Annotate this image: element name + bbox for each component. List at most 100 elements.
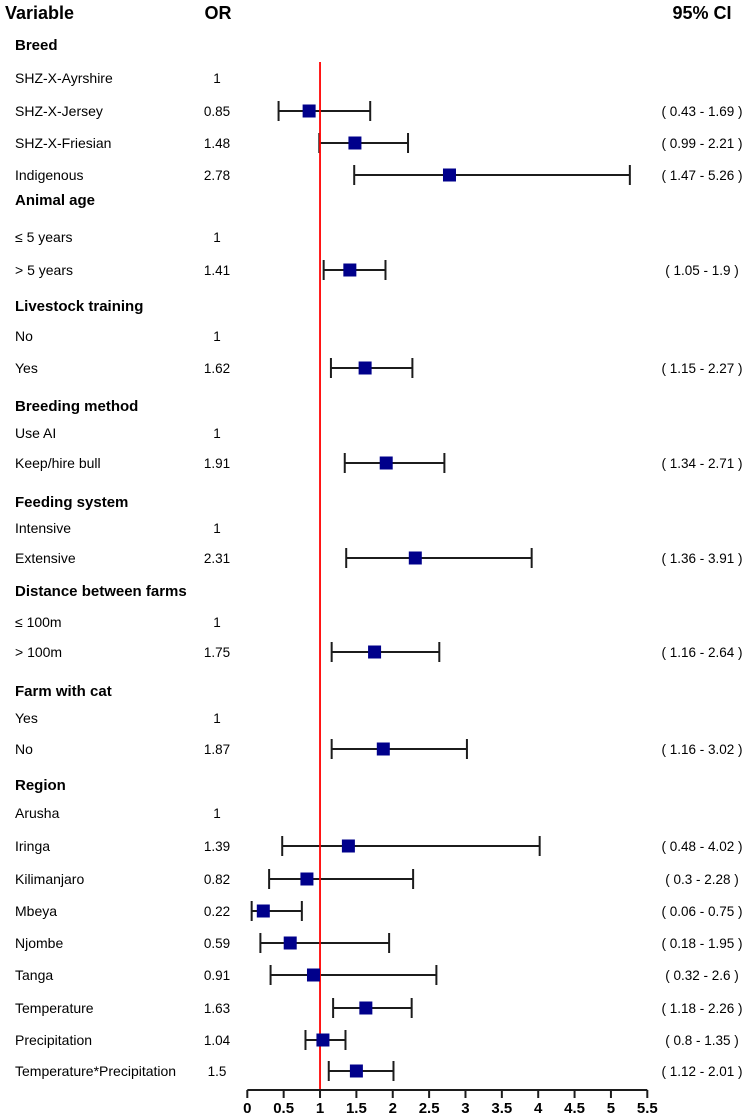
or-value: 2.31 [203, 551, 231, 566]
x-axis-tick-label: 3 [461, 1100, 469, 1117]
or-value: 1.75 [203, 645, 231, 660]
or-marker [256, 904, 270, 918]
group-label: Feeding system [15, 494, 129, 511]
ci-text: ( 0.3 - 2.28 ) [665, 872, 739, 887]
or-marker [408, 551, 422, 565]
group-label: Farm with cat [15, 683, 112, 700]
variable-label: Extensive [15, 550, 76, 566]
or-value: 0.82 [203, 872, 231, 887]
or-value: 1.91 [203, 456, 231, 471]
variable-label: ≤ 100m [15, 614, 62, 630]
ci-text: ( 0.99 - 2.21 ) [661, 136, 743, 151]
x-axis-tick-label: 1 [316, 1100, 324, 1117]
or-value: 1 [213, 329, 221, 344]
ci-text: ( 0.43 - 1.69 ) [661, 104, 743, 119]
or-value: 1.62 [203, 361, 231, 376]
x-axis-tick-label: 5 [607, 1100, 615, 1117]
or-value: 1.48 [203, 136, 231, 151]
variable-label: > 5 years [15, 262, 73, 278]
column-header-or: OR [204, 3, 232, 23]
group-label: Distance between farms [15, 583, 187, 600]
ci-text: ( 0.32 - 2.6 ) [665, 968, 739, 983]
ci-text: ( 0.48 - 4.02 ) [661, 839, 743, 854]
or-value: 1 [213, 71, 221, 86]
x-axis-tick-label: 3.5 [491, 1100, 512, 1117]
column-header-ci: 95% CI [672, 3, 732, 23]
or-marker [348, 136, 362, 150]
group-label: Livestock training [15, 298, 144, 315]
x-axis-tick-label: 2 [389, 1100, 397, 1117]
x-axis-tick-label: 1.5 [346, 1100, 367, 1117]
or-marker [349, 1064, 363, 1078]
variable-label: Intensive [15, 520, 72, 536]
variable-label: SHZ-X-Friesian [15, 135, 112, 151]
or-value: 1 [213, 521, 221, 536]
or-marker [358, 361, 372, 375]
variable-label: > 100m [15, 644, 63, 660]
or-value: 1 [213, 711, 221, 726]
x-axis-tick-label: 0 [243, 1100, 251, 1117]
variable-label: No [15, 741, 33, 757]
or-value: 1 [213, 426, 221, 441]
variable-label: Keep/hire bull [15, 455, 101, 471]
or-marker [302, 104, 316, 118]
x-axis-tick-label: 2.5 [419, 1100, 440, 1117]
group-label: Region [15, 777, 66, 794]
or-value: 0.22 [203, 904, 231, 919]
variable-label: Tanga [15, 967, 54, 983]
variable-label: Indigenous [15, 167, 84, 183]
or-value: 1.5 [207, 1064, 227, 1079]
variable-label: No [15, 328, 33, 344]
variable-label: SHZ-X-Jersey [15, 103, 103, 119]
variable-label: Arusha [15, 805, 60, 821]
ci-text: ( 1.47 - 5.26 ) [661, 168, 743, 183]
ci-text: ( 0.18 - 1.95 ) [661, 936, 743, 951]
ci-text: ( 1.12 - 2.01 ) [661, 1064, 743, 1079]
variable-label: ≤ 5 years [15, 229, 73, 245]
variable-label: Njombe [15, 935, 64, 951]
variable-label: Use AI [15, 425, 57, 441]
variable-label: Precipitation [15, 1032, 93, 1048]
variable-label: Iringa [15, 838, 51, 854]
or-marker [300, 872, 314, 886]
ci-text: ( 1.15 - 2.27 ) [661, 361, 743, 376]
x-axis-tick-label: 5.5 [637, 1100, 658, 1117]
or-marker [379, 456, 393, 470]
variable-label: Yes [15, 710, 38, 726]
variable-label: Mbeya [15, 903, 58, 919]
ci-text: ( 0.8 - 1.35 ) [665, 1033, 739, 1048]
or-value: 1.63 [203, 1001, 231, 1016]
x-axis-tick-label: 4.5 [564, 1100, 585, 1117]
or-value: 1.41 [203, 263, 231, 278]
or-value: 0.91 [203, 968, 231, 983]
ci-text: ( 1.16 - 3.02 ) [661, 742, 743, 757]
or-marker [306, 968, 320, 982]
x-axis-tick-label: 0.5 [273, 1100, 294, 1117]
or-marker [316, 1033, 330, 1047]
or-marker [368, 645, 382, 659]
or-value: 0.85 [203, 104, 231, 119]
ci-text: ( 1.36 - 3.91 ) [661, 551, 743, 566]
or-marker [359, 1001, 373, 1015]
ci-text: ( 0.06 - 0.75 ) [661, 904, 743, 919]
ci-text: ( 1.05 - 1.9 ) [665, 263, 739, 278]
x-axis-tick-label: 4 [534, 1100, 543, 1117]
or-value: 1.87 [203, 742, 231, 757]
or-value: 1 [213, 615, 221, 630]
or-marker [376, 742, 390, 756]
or-value: 1 [213, 806, 221, 821]
variable-label: Temperature [15, 1000, 94, 1016]
variable-label: Temperature*Precipitation [15, 1063, 177, 1079]
or-value: 2.78 [203, 168, 231, 183]
or-marker [341, 839, 355, 853]
variable-label: Yes [15, 360, 38, 376]
group-label: Animal age [15, 192, 96, 209]
ci-text: ( 1.18 - 2.26 ) [661, 1001, 743, 1016]
ci-text: ( 1.16 - 2.64 ) [661, 645, 743, 660]
or-value: 1.04 [203, 1033, 231, 1048]
group-label: Breed [15, 37, 58, 54]
or-marker [442, 168, 456, 182]
ci-text: ( 1.34 - 2.71 ) [661, 456, 743, 471]
